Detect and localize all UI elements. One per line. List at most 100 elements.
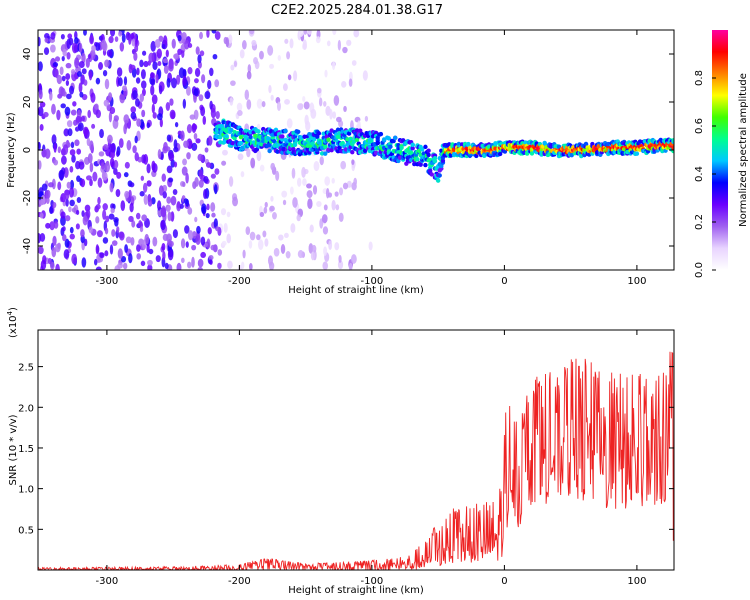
spectrogram-cell [88,70,93,81]
spectrogram-cell [97,196,101,205]
spectrogram-cell [282,199,287,206]
spectrogram-cell [116,67,123,77]
spectrogram-cell [83,30,87,36]
spectrogram-cell [351,60,357,66]
spectrogram-cell [168,152,175,162]
spectrogram-cell [157,149,162,159]
spectrogram-cell [129,202,134,213]
snr-y-tick-label: 0.5 [18,525,34,536]
spectrogram-cell [257,239,264,251]
spectrogram-cell [152,162,158,173]
spectrogram-cell [95,266,102,270]
spectrogram-cell [348,262,353,270]
spectrogram-cell [74,139,80,147]
spectrogram-cell [97,177,103,188]
spectrogram-cell [297,103,304,111]
spectrogram-signal-cell [253,133,258,138]
spectrogram-cell [72,101,77,107]
spectrogram-cell [159,118,163,128]
spectrogram-signal-cell [311,137,317,142]
spectrogram-cell [325,188,330,199]
spectrogram-cell [104,227,109,235]
spectrogram-cell [210,202,216,212]
spectrogram-cell [50,32,56,40]
spectrogram-cell [53,159,59,166]
spectrogram-cell [107,92,113,101]
spectrogram-cell [139,93,145,102]
spectrogram-cell [221,240,227,246]
spectrogram-cell [248,263,253,270]
spectrogram-cell [334,242,340,251]
spectrogram-signal-cell [378,131,384,137]
spectrogram-cell [306,190,313,199]
spectrogram-cell [63,249,70,260]
spectrogram-cell [341,81,347,88]
spectrogram-cell [167,249,174,261]
spectrogram-cell [342,46,348,54]
spectrogram-cell [321,214,328,224]
spectrogram-x-ticks: -300 -200 -100 0 100 [96,30,646,287]
spectrogram-cell [198,169,203,180]
spectrogram-cell [52,202,57,208]
spectrogram-cell [191,244,197,251]
spectrogram-cell [163,64,169,74]
spectrogram-cell [259,50,264,60]
spectrogram-cell [41,183,48,191]
spectrogram-signal-cell [415,157,420,162]
spectrogram-cell [210,173,216,179]
spectrogram-cell [246,99,252,110]
spectrogram-signal-cell [292,142,298,148]
spectrogram-cell [237,153,244,161]
spectrogram-cell [331,199,336,211]
spectrogram-cell [116,171,122,179]
spectrogram-cell [101,39,107,51]
spectrogram-cell [207,135,213,146]
spectrogram-cell [103,144,109,151]
spectrogram-signal-cell [634,151,640,156]
spectrogram-y-tick-label: 20 [22,96,33,109]
spectrogram-cell [167,211,172,222]
snr-y-tick-label: 2.0 [18,403,34,414]
spectrogram-cell [124,190,130,199]
spectrogram-cell [47,257,52,265]
spectrogram-cell [99,128,104,139]
spectrogram-cell [95,216,100,224]
spectrogram-cell [76,175,81,182]
spectrogram-cell [75,115,82,123]
spectrogram-cell [147,198,153,207]
colorbar-label: Normalized spectral amplitude [738,73,749,227]
spectrogram-cell [85,175,92,181]
spectrogram-cell [253,57,258,65]
spectrogram-cell [140,80,147,89]
spectrogram-cell [204,147,209,153]
spectrogram-cell [291,167,296,179]
spectrogram-cell [44,33,50,39]
spectrogram-cell [135,98,140,107]
spectrogram-cell [154,38,161,48]
spectrogram-cell [318,97,323,107]
spectrogram-cell [81,52,86,64]
spectrogram-cell [197,266,203,270]
spectrogram-cell [157,61,162,67]
spectrogram-cell [123,172,129,178]
spectrogram-cell [184,39,190,50]
spectrogram-cell [121,33,126,43]
spectrogram-signal-cell [426,152,431,158]
spectrogram-cell [220,208,227,216]
spectrogram-cells [38,30,674,270]
spectrogram-cell [331,61,336,71]
spectrogram-cell [71,42,78,54]
spectrogram-cell [124,161,130,169]
spectrogram-cell [110,203,115,210]
spectrogram-cell [292,197,298,208]
spectrogram-cell [38,106,44,117]
snr-x-ticks: -300 -200 -100 0 100 [96,330,646,587]
spectrogram-cell [302,39,307,51]
spectrogram-cell [109,157,115,168]
spectrogram-cell [342,182,349,190]
spectrogram-cell [86,137,91,147]
spectrogram-cell [171,38,176,49]
spectrogram-cell [194,216,198,223]
spectrogram-cell [136,253,141,260]
spectrogram-cell [323,246,328,256]
